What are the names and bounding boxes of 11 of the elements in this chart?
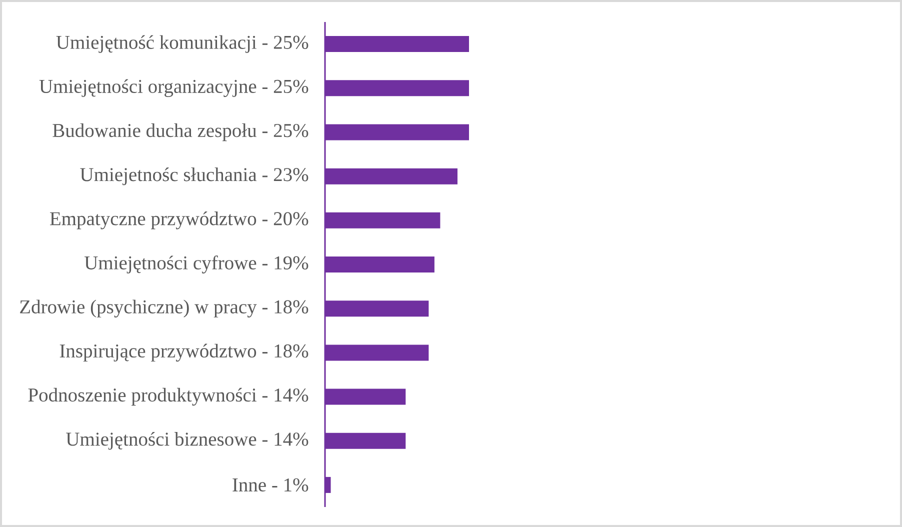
y-tick-label: Empatyczne przywództwo - 20% — [50, 212, 308, 230]
y-tick-label: Inne - 1% — [232, 478, 308, 492]
y-tick-label: Umiejętność komunikacji - 25% — [56, 35, 308, 53]
y-tick-label: Budowanie ducha zespołu - 25% — [52, 123, 308, 142]
y-tick-label: Zdrowie (psychiczne) w pracy - 18% — [20, 300, 308, 318]
y-tick-label: Inspirujące przywództwo - 18% — [60, 344, 308, 362]
y-tick-label: Podnoszenie produktywności - 14% — [28, 388, 308, 406]
y-tick-label: Umiejętności organizacyjne - 25% — [39, 79, 308, 98]
y-tick-label: Umiejętności biznesowe - 14% — [66, 432, 308, 450]
y-tick-label: Umiejętności cyfrowe - 19% — [84, 256, 308, 274]
y-tick-label: Umiejetnośc słuchania - 23% — [80, 167, 308, 186]
